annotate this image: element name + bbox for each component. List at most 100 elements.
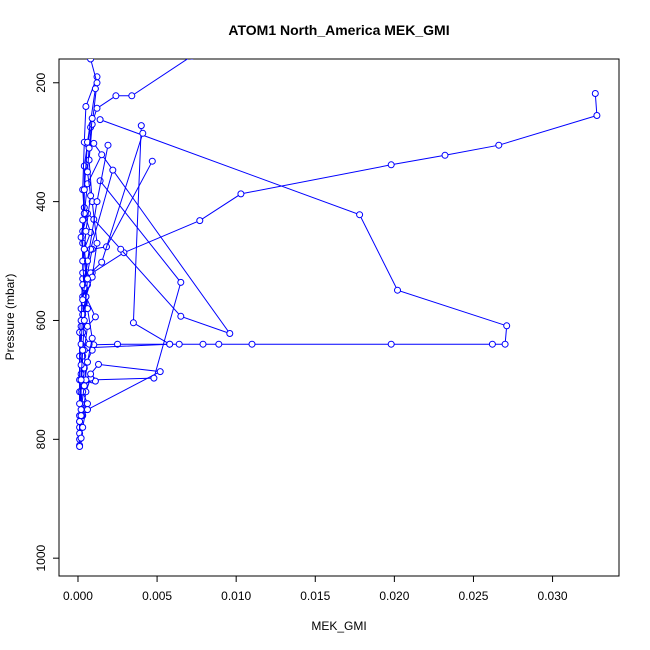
data-point (77, 406, 85, 414)
data-point (237, 190, 245, 198)
data-point (77, 361, 85, 369)
data-point (109, 166, 117, 174)
data-point (87, 192, 95, 200)
data-point (139, 129, 147, 137)
data-point (199, 340, 207, 348)
series-line (79, 93, 598, 446)
y-axis: 200 400 600 800 1000 (34, 72, 60, 572)
data-point (175, 340, 183, 348)
data-point (91, 313, 99, 321)
data-point (84, 275, 91, 283)
series-line (85, 363, 162, 411)
data-point (148, 157, 156, 165)
data-point (84, 305, 91, 313)
data-point (394, 286, 401, 294)
data-point (495, 141, 503, 149)
data-point (591, 90, 599, 97)
y-tick-label: 600 (34, 310, 48, 330)
profile-series (79, 139, 234, 337)
x-tick-label: 0.015 (300, 589, 330, 603)
data-point (248, 340, 256, 348)
y-tick-label: 200 (34, 72, 48, 92)
data-point (177, 278, 185, 286)
series-layer (76, 59, 601, 450)
data-point (190, 59, 194, 60)
data-point (156, 368, 164, 376)
data-point (80, 210, 88, 217)
data-point (593, 112, 601, 119)
data-point (77, 412, 85, 420)
data-point (226, 330, 234, 337)
data-point (93, 239, 101, 247)
data-point (501, 340, 509, 348)
data-point (441, 151, 449, 159)
data-point (87, 245, 95, 253)
data-point (137, 122, 145, 130)
data-point (114, 340, 121, 348)
data-point (87, 370, 95, 378)
data-point (98, 151, 106, 159)
data-point (82, 227, 90, 235)
data-point (215, 340, 223, 348)
profile-series (76, 90, 601, 449)
data-point (95, 360, 102, 368)
x-tick-label: 0.020 (379, 589, 409, 603)
data-point (387, 161, 395, 169)
x-tick-label: 0.030 (538, 589, 568, 603)
data-point (93, 104, 101, 112)
series-line (83, 160, 153, 303)
data-point (117, 245, 125, 253)
data-point (88, 114, 96, 122)
data-point (104, 141, 112, 149)
data-point (387, 340, 395, 348)
series-line (79, 59, 189, 447)
chart-title: ATOM1 North_America MEK_GMI (228, 22, 449, 38)
data-point (488, 340, 496, 348)
x-tick-label: 0.025 (458, 589, 488, 603)
x-axis: 0.000 0.005 0.010 0.015 0.020 0.025 0.030 (63, 575, 568, 603)
profile-series (76, 114, 96, 408)
y-tick-label: 400 (34, 191, 48, 211)
x-tick-label: 0.005 (142, 589, 172, 603)
series-line (79, 119, 508, 440)
data-point (80, 382, 88, 390)
data-point (91, 85, 99, 93)
data-point (88, 334, 96, 342)
data-point (128, 92, 136, 100)
data-point (93, 198, 101, 206)
data-point (84, 168, 91, 176)
y-tick-label: 800 (34, 429, 48, 449)
data-point (356, 211, 364, 219)
data-point (90, 139, 98, 147)
data-point (76, 418, 84, 425)
data-point (84, 400, 91, 408)
data-point (80, 186, 88, 194)
data-point (79, 423, 87, 431)
data-point (85, 156, 93, 164)
profile-series (76, 116, 511, 443)
data-point (82, 103, 90, 110)
data-point (79, 346, 87, 354)
data-point (79, 328, 87, 336)
data-point (77, 376, 85, 384)
data-point (79, 296, 87, 304)
data-point (85, 144, 93, 152)
data-point (76, 443, 84, 450)
data-point (80, 245, 88, 253)
data-point (177, 312, 185, 320)
data-point (79, 216, 87, 224)
data-point (96, 177, 104, 185)
data-point (112, 92, 120, 100)
data-point (129, 319, 137, 327)
x-tick-label: 0.010 (221, 589, 251, 603)
data-point (503, 322, 511, 330)
data-point (166, 340, 174, 348)
profile-series (82, 360, 164, 414)
x-tick-label: 0.000 (63, 589, 93, 603)
y-tick-label: 1000 (34, 545, 48, 572)
data-point (196, 217, 204, 225)
data-point (80, 317, 88, 324)
y-axis-label: Pressure (mbar) (3, 274, 17, 361)
data-point (77, 434, 85, 442)
